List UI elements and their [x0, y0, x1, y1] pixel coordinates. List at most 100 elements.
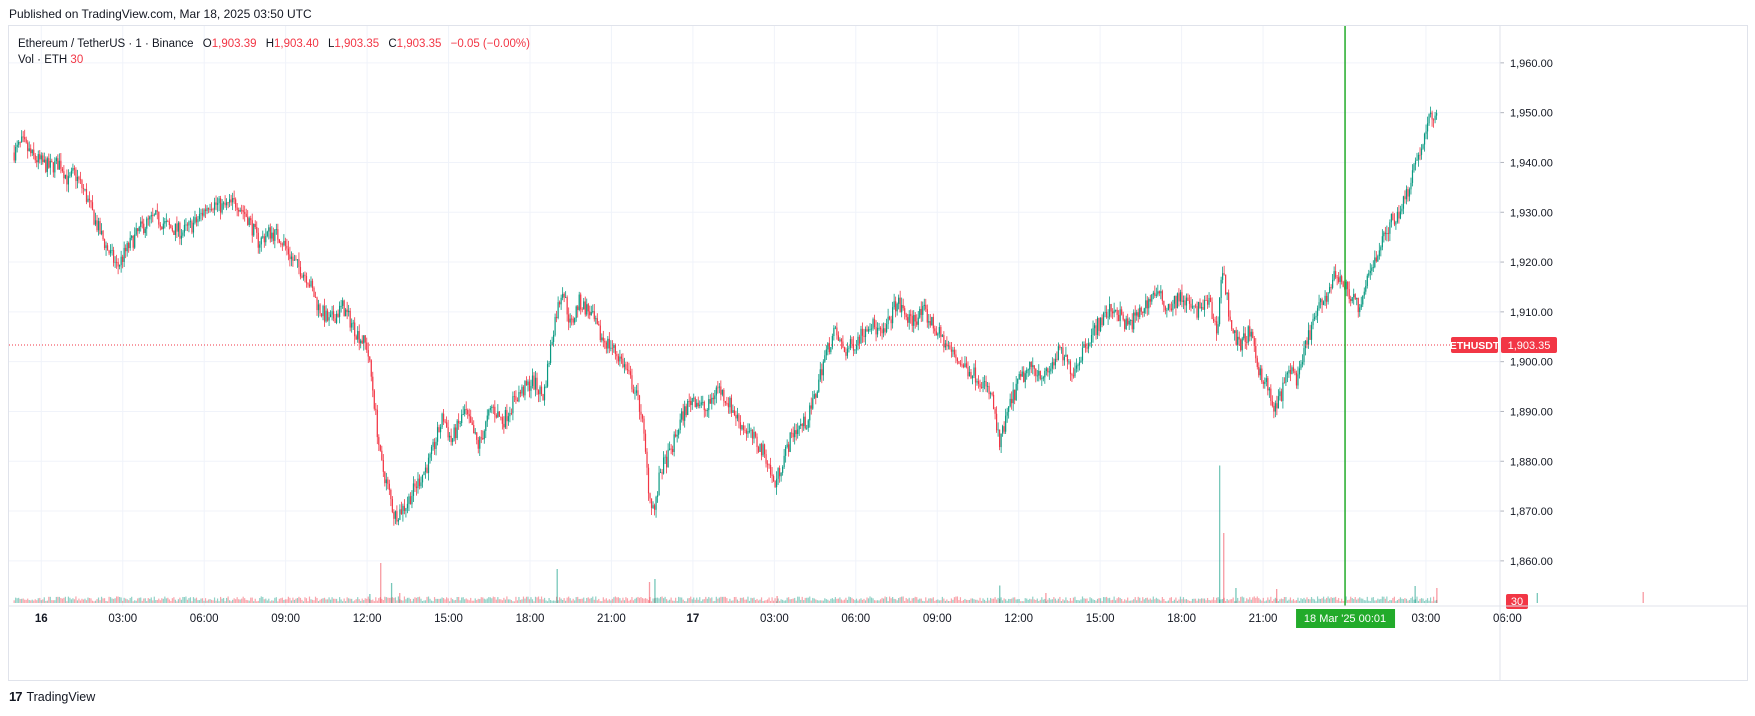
volume-bar — [1209, 600, 1212, 603]
candle-body — [681, 411, 683, 420]
volume-bar — [1128, 600, 1130, 603]
volume-bar — [616, 597, 618, 603]
candle-body — [245, 213, 247, 217]
volume-bar — [498, 599, 500, 603]
candle-body — [459, 423, 461, 424]
candle-body — [1184, 300, 1186, 306]
candle-body — [1261, 368, 1263, 382]
candle-body — [1240, 339, 1242, 351]
candles[interactable] — [13, 106, 1438, 526]
volume-bar — [959, 597, 962, 603]
volume-bar — [607, 600, 609, 603]
candle-body — [501, 417, 503, 424]
candle-body — [1164, 306, 1166, 311]
chart-frame[interactable]: ETHUSDT 1,903.35 30 18 Mar '25 00:01 1,860.… — [8, 25, 1748, 681]
candle-body — [1081, 347, 1084, 361]
volume-bar — [452, 599, 454, 603]
candle-body — [354, 322, 356, 337]
candle-body — [1225, 274, 1227, 295]
x-tick-label: 03:00 — [760, 613, 789, 625]
volume-bar — [905, 597, 907, 603]
candle-body — [539, 386, 541, 395]
volume-bar — [1175, 597, 1177, 603]
volume-bar — [1026, 598, 1028, 603]
candle-body — [186, 224, 189, 226]
volume-bar — [135, 600, 137, 603]
volume-bar — [152, 600, 154, 603]
candle-body — [58, 160, 60, 170]
candle-body — [1169, 304, 1171, 309]
volume-bar — [794, 597, 796, 603]
candle-body — [610, 347, 612, 349]
candle-body — [1274, 403, 1276, 412]
tradingview-logo[interactable]: 17 TradingView — [9, 689, 95, 704]
candle-body — [292, 256, 294, 261]
volume-bar — [727, 601, 729, 603]
candle-body — [837, 335, 839, 341]
candle-body — [687, 400, 689, 416]
candle-body — [953, 349, 956, 355]
candle-body — [1074, 368, 1076, 377]
volume-bar — [1182, 597, 1185, 603]
volume-bar — [672, 600, 674, 603]
volume-bar — [1017, 599, 1019, 603]
candle-body — [1256, 358, 1258, 367]
volume-bar — [212, 600, 214, 603]
volume-bar — [345, 601, 347, 603]
volume-bar — [840, 599, 842, 603]
candle-body — [162, 223, 164, 230]
volume-bar — [219, 596, 222, 603]
volume-bar — [1348, 599, 1350, 603]
volume-bar — [549, 600, 552, 603]
candle-body — [1336, 277, 1338, 279]
candle-body — [310, 280, 312, 287]
volume-bar — [690, 596, 692, 603]
volume-bar — [589, 598, 591, 603]
candle-body — [334, 318, 336, 323]
candle-body — [314, 297, 317, 298]
volume-bar — [1214, 600, 1216, 603]
candle-body — [323, 306, 326, 322]
volume-bar — [173, 597, 175, 603]
volume-bar — [530, 597, 532, 603]
candle-body — [989, 393, 992, 395]
volume-bar — [557, 600, 559, 603]
candle-body — [696, 402, 698, 407]
volume-bar — [1387, 601, 1389, 603]
x-tick-label: 09:00 — [923, 613, 952, 625]
candle-body — [985, 381, 987, 387]
volume-label: Vol · ETH — [18, 54, 68, 66]
candle-body — [268, 227, 270, 232]
volume-bar — [1078, 600, 1081, 603]
volume-bar — [596, 600, 598, 603]
candle-body — [625, 364, 627, 370]
volume-bar — [843, 599, 846, 603]
volume-bar — [1264, 601, 1266, 603]
candle-body — [531, 375, 534, 386]
volume-bar — [1297, 597, 1299, 603]
volume-bar — [768, 597, 770, 603]
candle-body — [316, 297, 318, 311]
volume-bar — [1151, 599, 1153, 603]
volume-bar — [1164, 601, 1166, 603]
volume-bar — [305, 598, 308, 603]
volume-bar — [706, 598, 708, 603]
candle-body — [299, 266, 302, 277]
candle-body — [1369, 270, 1371, 274]
candle-body — [562, 293, 564, 298]
candle-body — [244, 212, 246, 214]
candle-body — [259, 244, 261, 248]
volume-bar — [646, 598, 648, 603]
candle-body — [1003, 426, 1005, 432]
candle-body — [19, 141, 21, 143]
volume-bar — [239, 599, 241, 603]
candle-body — [1057, 346, 1059, 360]
volume-bar — [464, 599, 466, 603]
candle-body — [702, 401, 704, 403]
volume-bar — [955, 596, 957, 603]
volume-bar — [1292, 599, 1295, 603]
candle-body — [1258, 366, 1260, 376]
candle-body — [925, 304, 927, 310]
candle-body — [659, 472, 662, 474]
